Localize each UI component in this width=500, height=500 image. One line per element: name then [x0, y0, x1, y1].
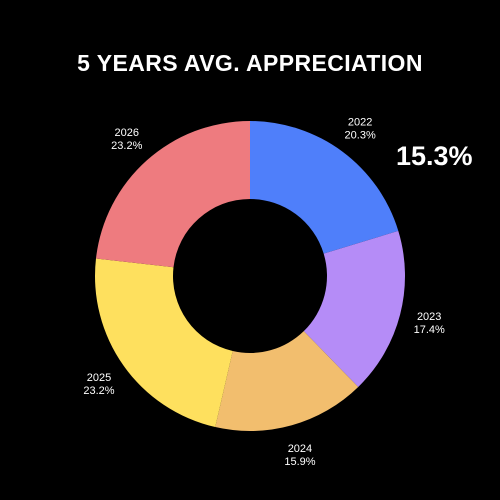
slice-label-year: 2023 [417, 311, 441, 323]
slice-label-year: 2025 [87, 372, 111, 384]
slice-label-value: 23.2% [83, 385, 114, 397]
slice-label-value: 17.4% [414, 324, 445, 336]
slice-label-value: 20.3% [345, 129, 376, 141]
slice-label-2025: 2025 23.2% [83, 372, 114, 397]
slice-2023 [303, 230, 405, 387]
slice-2022 [250, 121, 399, 254]
slice-2025 [95, 258, 233, 428]
slice-label-2022: 2022 20.3% [345, 116, 376, 141]
slice-label-year: 2024 [288, 443, 312, 455]
slice-label-value: 15.9% [284, 456, 315, 468]
slice-2024 [215, 331, 359, 432]
slice-label-2023: 2023 17.4% [414, 311, 445, 336]
slice-label-value: 23.2% [111, 140, 142, 152]
chart-title: 5 YEARS AVG. APPRECIATION [77, 50, 423, 76]
slice-label-year: 2022 [348, 116, 372, 128]
slice-2026 [95, 121, 250, 268]
slice-label-2026: 2026 23.2% [111, 127, 142, 152]
slice-label-year: 2026 [115, 127, 139, 139]
average-value: 15.3% [396, 141, 473, 171]
slice-label-2024: 2024 15.9% [284, 443, 315, 468]
